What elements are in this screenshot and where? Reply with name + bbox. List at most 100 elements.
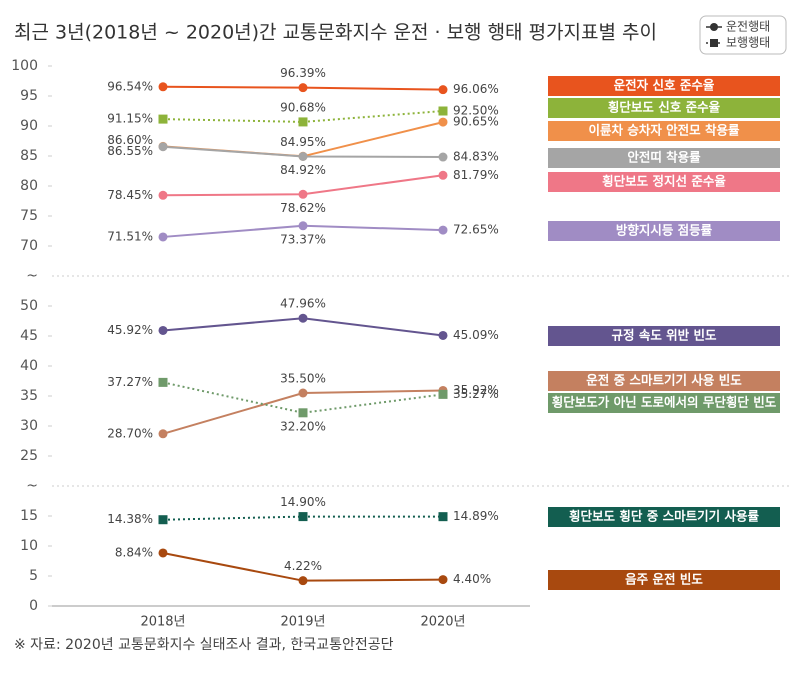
value-label: 86.55% — [107, 144, 153, 158]
series-line — [162, 381, 444, 414]
series-label: 방향지시등 점등률 — [616, 223, 713, 238]
value-label: 92.50% — [453, 104, 499, 118]
point — [158, 190, 168, 200]
point — [438, 85, 448, 95]
point — [158, 142, 168, 152]
series-label-box — [548, 98, 780, 118]
series-label-box — [548, 507, 780, 527]
point — [298, 221, 308, 231]
series-label-box — [548, 121, 780, 141]
value-label: 14.90% — [280, 495, 326, 509]
value-label: 91.15% — [107, 112, 153, 126]
value-label: 4.22% — [284, 559, 322, 573]
y-tick-label: 85 — [20, 148, 38, 164]
point — [298, 117, 308, 127]
point — [298, 576, 308, 586]
y-tick-label: 5 — [29, 568, 38, 584]
series-label: 음주 운전 빈도 — [625, 572, 703, 587]
y-tick-label: 40 — [20, 358, 38, 374]
point — [298, 83, 308, 93]
axis-break: ~ — [26, 268, 38, 284]
legend-label: 운전행태 — [726, 19, 770, 34]
y-tick-label: 45 — [20, 328, 38, 344]
series-label: 규정 속도 위반 빈도 — [611, 328, 717, 343]
point — [158, 325, 168, 335]
series-label: 횡단보도가 아닌 도로에서의 무단횡단 빈도 — [552, 395, 777, 410]
legend-marker — [710, 39, 718, 47]
value-label: 90.65% — [453, 115, 499, 129]
series-label: 횡단보도 정지선 준수율 — [602, 174, 726, 189]
point — [298, 151, 308, 161]
series-label-box — [548, 148, 780, 168]
value-label: 81.79% — [453, 168, 499, 182]
value-label: 35.27% — [453, 387, 499, 401]
y-tick-label: 25 — [20, 448, 38, 464]
value-label: 35.92% — [453, 383, 499, 397]
series-label-box — [548, 371, 780, 391]
y-tick-label: 90 — [20, 118, 38, 134]
x-tick-label: 2019년 — [280, 615, 325, 630]
value-label: 90.68% — [280, 100, 326, 114]
y-tick-label: 10 — [20, 538, 38, 554]
series-label: 이륜차 승차자 안전모 착용률 — [588, 123, 740, 138]
point — [438, 170, 448, 180]
point — [298, 512, 308, 522]
point — [298, 388, 308, 398]
series-label-box — [548, 76, 780, 96]
value-label: 96.06% — [453, 82, 499, 96]
point — [158, 82, 168, 92]
point — [298, 189, 308, 199]
value-label: 71.51% — [107, 229, 153, 243]
axis-break: ~ — [26, 478, 38, 494]
value-label: 84.95% — [280, 135, 326, 149]
y-tick-label: 75 — [20, 208, 38, 224]
value-label: 35.50% — [280, 372, 326, 386]
source-note: ※ 자료: 2020년 교통문화지수 실태조사 결과, 한국교통안전공단 — [14, 637, 394, 653]
point — [438, 106, 448, 116]
point — [438, 575, 448, 585]
point — [298, 313, 308, 323]
y-tick-label: 100 — [11, 58, 38, 74]
y-tick-label: 30 — [20, 418, 38, 434]
value-label: 4.40% — [453, 572, 491, 586]
value-label: 37.27% — [107, 375, 153, 389]
point — [158, 515, 168, 525]
point — [158, 548, 168, 558]
series-label: 운전 중 스마트기기 사용 빈도 — [586, 373, 742, 388]
value-label: 45.92% — [107, 323, 153, 337]
value-label: 14.89% — [453, 509, 499, 523]
y-tick-label: 95 — [20, 88, 38, 104]
point — [438, 117, 448, 127]
series-label: 횡단보도 신호 준수율 — [608, 100, 721, 115]
series-label-box — [548, 393, 780, 413]
legend-marker — [710, 23, 718, 31]
point — [438, 389, 448, 399]
legend-box — [699, 15, 787, 55]
value-label: 86.60% — [107, 133, 153, 147]
point — [158, 377, 168, 387]
series-label: 횡단보도 횡단 중 스마트기기 사용률 — [569, 509, 759, 524]
series-label-box — [548, 326, 780, 346]
y-tick-label: 15 — [20, 508, 38, 524]
point — [158, 429, 168, 439]
value-label: 96.39% — [280, 66, 326, 80]
point — [158, 114, 168, 124]
y-tick-label: 50 — [20, 298, 38, 314]
value-label: 8.84% — [115, 545, 153, 559]
value-label: 84.92% — [280, 163, 326, 177]
series-label: 운전자 신호 준수율 — [614, 78, 715, 93]
value-label: 72.65% — [453, 223, 499, 237]
series-label: 안전띠 착용률 — [627, 150, 701, 165]
point — [298, 408, 308, 418]
point — [438, 512, 448, 522]
value-label: 45.09% — [453, 328, 499, 342]
point — [158, 232, 168, 242]
legend-label: 보행행태 — [726, 35, 770, 50]
series-label-box — [548, 221, 780, 241]
value-label: 73.37% — [280, 232, 326, 246]
value-label: 96.54% — [107, 79, 153, 93]
point — [438, 225, 448, 235]
value-label: 78.62% — [280, 201, 326, 215]
value-label: 28.70% — [107, 426, 153, 440]
